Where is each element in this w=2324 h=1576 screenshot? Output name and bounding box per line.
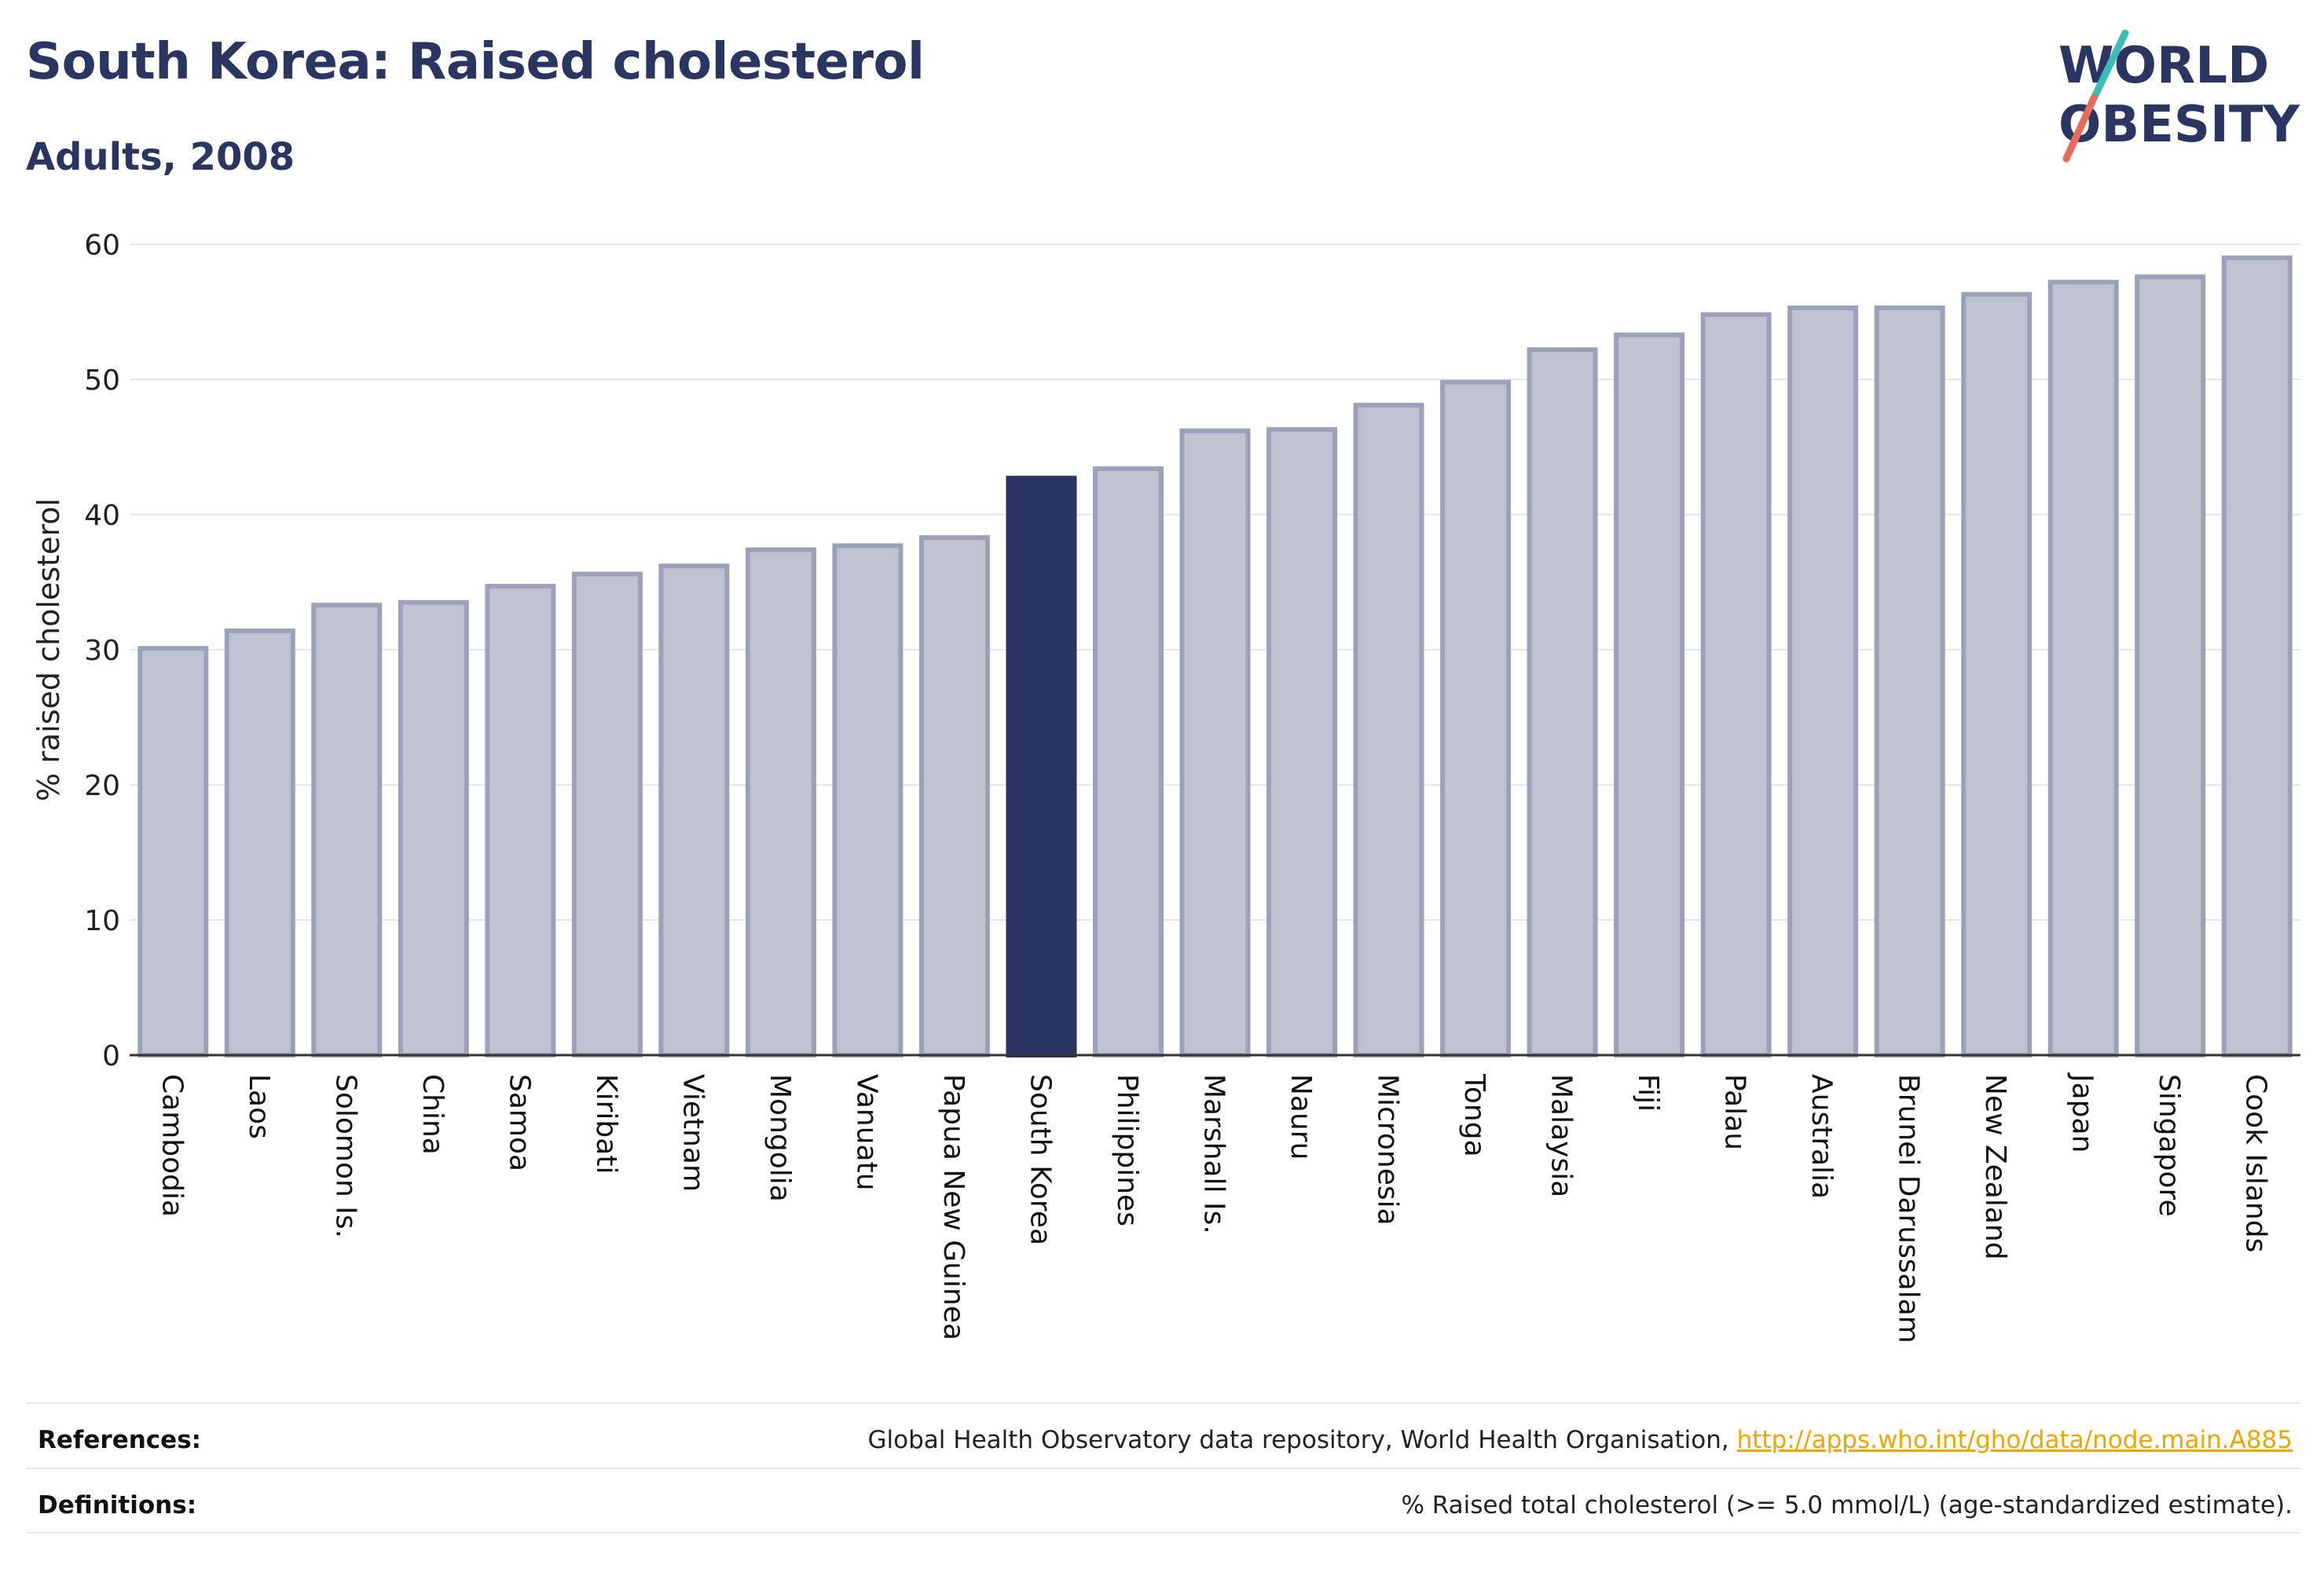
bar [658,563,730,1057]
x-tick-label: Mongolia [764,1074,796,1202]
x-tick-label: Vietnam [676,1074,709,1192]
y-axis-title: % raised cholesterol [31,498,66,801]
y-tick-label: 40 [84,500,120,532]
x-tick-label: Papua New Guinea [937,1074,970,1340]
logo-slash-teal [2090,29,2129,102]
logo-line2: OBESITY [2058,96,2300,154]
bar [1179,428,1251,1057]
x-tick-label: Samoa [503,1074,535,1171]
x-tick-label: South Korea [1024,1074,1056,1245]
world-obesity-logo: WORLD OBESITY [2058,29,2300,163]
definitions-label: Definitions: [38,1491,197,1519]
x-tick-label: Laos [243,1074,275,1139]
x-tick-label: Marshall Is. [1198,1074,1230,1234]
bar [1700,312,1772,1057]
footer-divider-top [26,1402,2300,1404]
logo-slash-coral [2062,94,2098,163]
x-tick-label: Singapore [2153,1074,2185,1217]
bar [398,599,469,1057]
y-tick-label: 0 [102,1040,120,1072]
x-tick-label: Australia [1805,1074,1838,1199]
bar [1614,332,1685,1057]
bar [571,571,643,1057]
x-tick-label: Micronesia [1372,1074,1404,1226]
x-tick-label: Japan [2066,1072,2099,1153]
x-tick-label: Cambodia [156,1074,188,1217]
x-tick-label: Kiribati [590,1074,622,1174]
bar-highlight [1006,475,1077,1057]
bar [1092,466,1164,1057]
bar [832,543,904,1057]
references-label: References: [38,1426,202,1454]
y-tick-label: 20 [84,770,120,802]
bar [1266,427,1338,1057]
x-tick-label: Fiji [1632,1074,1664,1112]
x-tick-label: New Zealand [1979,1074,2011,1260]
bar [2221,255,2293,1057]
bar-chart: 0 10 20 30 40 50 60 % raised cholesterol Cambodi… [31,229,2300,1343]
bar [1961,291,2033,1057]
x-tick-label: Palau [1719,1074,1751,1150]
x-tick-label: Tonga [1458,1073,1490,1157]
x-tick-label: Nauru [1285,1074,1317,1160]
x-tick-label: Brunei Darussalam [1893,1074,1925,1343]
x-tick-label: Malaysia [1545,1074,1578,1197]
references-text: Global Health Observatory data repositor… [868,1426,2293,1454]
bar [745,547,816,1057]
bar [2047,280,2119,1058]
chart-title: South Korea: Raised cholesterol [26,33,925,91]
bar [1353,402,1424,1057]
y-tick-label: 10 [84,905,120,937]
references-link[interactable]: http://apps.who.int/gho/data/node.main.A… [1736,1426,2293,1454]
bar [1440,379,1512,1057]
x-tick-label: China [416,1074,449,1155]
footer-divider-bottom [26,1532,2300,1534]
bar [1527,347,1598,1058]
bar [1787,305,1859,1057]
chart-subtitle: Adults, 2008 [26,135,295,179]
y-tick-label: 50 [84,365,120,397]
bar [311,603,383,1057]
y-tick-label: 30 [84,635,120,667]
footer-divider-middle [26,1468,2300,1469]
x-tick-label: Vanuatu [850,1074,882,1191]
logo-line1: WORLD [2058,37,2269,95]
references-source: Global Health Observatory data repositor… [867,1426,1737,1454]
definitions-text: % Raised total cholesterol (>= 5.0 mmol/… [1401,1491,2293,1519]
x-tick-label: Cook Islands [2240,1074,2272,1252]
x-tick-label: Solomon Is. [329,1074,361,1238]
bar [137,646,209,1057]
y-tick-label: 60 [84,229,120,262]
bar [2135,274,2206,1057]
bar [485,584,556,1057]
x-tick-label: Philippines [1111,1074,1143,1226]
bar [1874,305,1945,1057]
bar [918,535,990,1057]
bar [224,628,295,1057]
